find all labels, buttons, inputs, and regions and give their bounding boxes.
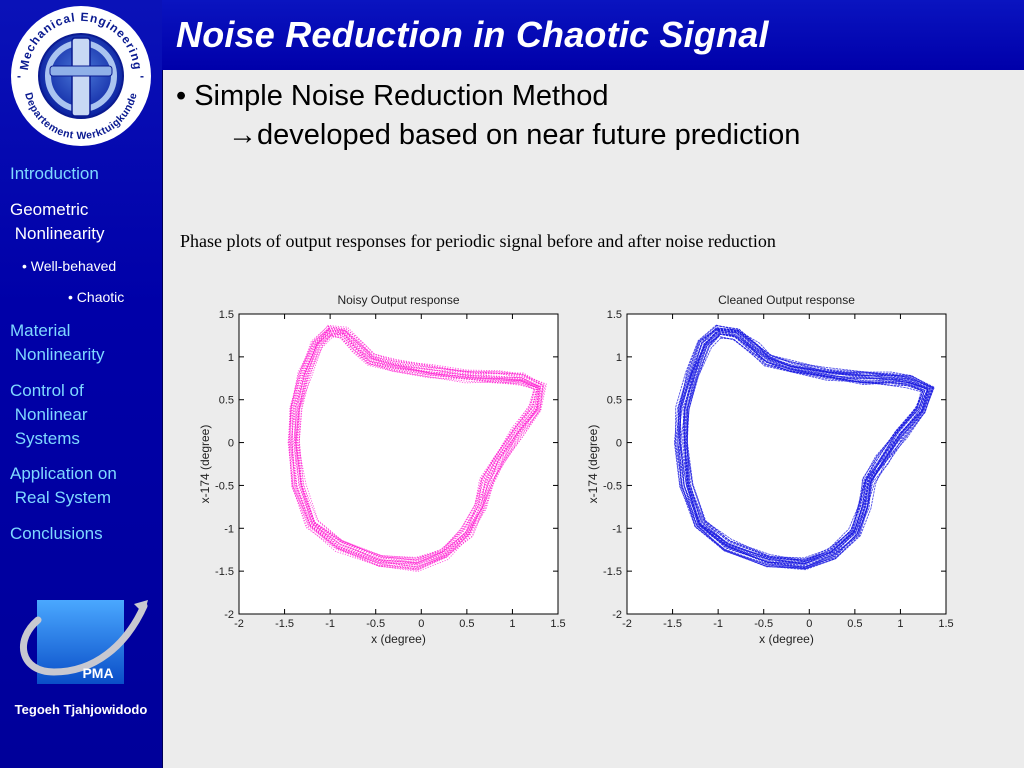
pma-label: PMA [82, 665, 113, 681]
y-tick-label: -1 [612, 523, 622, 535]
data-trace [295, 331, 538, 563]
data-trace [294, 330, 539, 564]
x-tick-label: -1.5 [275, 618, 294, 630]
data-trace [291, 328, 544, 567]
data-trace [294, 333, 539, 561]
data-trace [677, 328, 933, 568]
y-tick-label: -2 [224, 609, 234, 621]
x-tick-label: -0.5 [754, 618, 773, 630]
nav-well-behaved[interactable]: • Well-behaved [22, 258, 117, 274]
bullet-marker: • [176, 80, 187, 112]
data-trace [287, 327, 545, 571]
x-axis-label: x (degree) [759, 632, 814, 646]
data-trace [297, 334, 538, 561]
logo-separator-right: - [140, 69, 144, 83]
data-trace [289, 329, 542, 569]
bullet-main: • Simple Noise Reduction Method [176, 80, 609, 113]
figure-caption: Phase plots of output responses for peri… [180, 231, 776, 251]
data-trace [298, 333, 538, 561]
data-trace [297, 334, 535, 558]
nav-material-nonlinearity[interactable]: Material Nonlinearity [10, 321, 105, 364]
x-tick-label: -1 [713, 618, 723, 630]
pma-logo: PMA [19, 600, 148, 684]
x-tick-label: -2 [234, 618, 244, 630]
data-series [673, 324, 935, 571]
y-axis-label: x-174 (degree) [586, 425, 600, 504]
y-tick-label: 1.5 [607, 309, 622, 321]
data-trace [299, 336, 536, 559]
data-trace [291, 327, 544, 568]
y-tick-label: -0.5 [215, 480, 234, 492]
y-tick-label: -1.5 [603, 566, 622, 578]
data-trace [295, 330, 539, 565]
y-axis-label: x-174 (degree) [198, 425, 212, 504]
author-name: Tegoeh Tjahjowidodo [14, 702, 148, 717]
slide-title: Noise Reduction in Chaotic Signal [176, 14, 769, 55]
x-tick-label: -0.5 [366, 618, 385, 630]
y-tick-label: 1.5 [219, 309, 234, 321]
y-tick-label: 0.5 [219, 395, 234, 407]
y-tick-label: -2 [612, 609, 622, 621]
x-tick-label: -2 [622, 618, 632, 630]
chart-title: Noisy Output response [337, 293, 459, 307]
data-trace [683, 331, 929, 565]
cleaned-output-chart: Cleaned Output response -2 -1.5 -1 -0.5 0 0.5 1… [586, 293, 954, 646]
data-trace [676, 325, 935, 568]
arrow-icon: → [228, 119, 257, 151]
data-trace [673, 324, 934, 570]
x-tick-label: 1 [509, 618, 515, 630]
nav-introduction[interactable]: Introduction [10, 164, 99, 183]
x-tick-label: 0.5 [459, 618, 474, 630]
y-tick-label: 0 [616, 438, 622, 450]
data-trace [685, 335, 924, 562]
nav-geometric-nonlinearity[interactable]: Geometric Nonlinearity [10, 200, 105, 243]
nav-control-nonlinear-systems[interactable]: Control of Nonlinear Systems [10, 381, 88, 448]
noisy-output-chart: Noisy Output response -2 -1.5 -1 -0.5 0 0.5 1 1.… [198, 293, 566, 646]
x-tick-label: 0.5 [847, 618, 862, 630]
x-tick-label: -1 [325, 618, 335, 630]
y-tick-label: -0.5 [603, 480, 622, 492]
sub-bullet: →developed based on near future predicti… [228, 119, 800, 152]
sidebar: Mechanical Engineering Departement Werkt… [0, 0, 163, 768]
y-tick-label: 0.5 [607, 395, 622, 407]
nav-chaotic[interactable]: • Chaotic [68, 289, 125, 305]
bullet-text: Simple Noise Reduction Method [194, 80, 609, 112]
data-trace [288, 324, 546, 572]
x-tick-label: 1.5 [938, 618, 953, 630]
data-series [287, 324, 547, 572]
x-tick-label: 1 [897, 618, 903, 630]
y-tick-label: 1 [228, 352, 234, 364]
x-tick-label: 0 [418, 618, 424, 630]
data-trace [296, 334, 536, 559]
x-tick-label: 1.5 [550, 618, 565, 630]
data-trace [675, 324, 934, 571]
nav-application-real-system[interactable]: Application on Real System [10, 464, 117, 507]
x-tick-label: 0 [806, 618, 812, 630]
university-logo: Mechanical Engineering Departement Werkt… [11, 6, 151, 146]
y-tick-label: -1 [224, 523, 234, 535]
nav-conclusions[interactable]: Conclusions [10, 524, 103, 543]
y-tick-label: 1 [616, 352, 622, 364]
y-tick-label: -1.5 [215, 566, 234, 578]
chart-title: Cleaned Output response [718, 293, 855, 307]
data-trace [292, 331, 541, 566]
title-bar: Noise Reduction in Chaotic Signal [162, 0, 1024, 70]
logo-separator-left: - [17, 69, 21, 83]
x-tick-label: -1.5 [663, 618, 682, 630]
sub-bullet-text: developed based on near future predictio… [257, 119, 801, 151]
x-axis-label: x (degree) [371, 632, 426, 646]
data-trace [679, 327, 929, 569]
y-tick-label: 0 [228, 438, 234, 450]
